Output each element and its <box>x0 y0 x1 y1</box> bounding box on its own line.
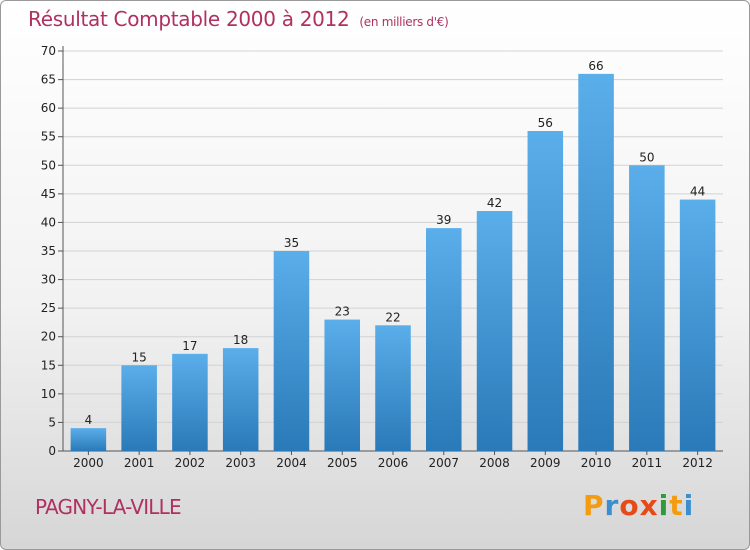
x-tick-label-2007: 2007 <box>428 456 459 470</box>
bar-2000 <box>70 428 107 451</box>
bar-2008 <box>476 211 513 451</box>
data-label-2010: 66 <box>588 59 603 73</box>
bar-2007 <box>426 228 462 451</box>
y-tick-label: 65 <box>41 73 56 87</box>
y-tick-label: 5 <box>48 415 56 429</box>
y-tick-label: 70 <box>41 44 56 58</box>
bars <box>70 73 716 452</box>
data-labels: 4 15 17 18 35 23 22 39 42 56 66 50 44 <box>85 59 706 427</box>
data-label-2012: 44 <box>690 185 705 199</box>
chart-title: Résultat Comptable 2000 à 2012 (en millie… <box>28 7 449 31</box>
y-tick-label: 10 <box>41 387 56 401</box>
data-label-2006: 22 <box>385 310 400 324</box>
data-label-2008: 42 <box>487 196 502 210</box>
bar-2006 <box>375 325 411 451</box>
x-tick-label-2002: 2002 <box>175 456 206 470</box>
logo-letter: x <box>639 489 659 522</box>
x-tick-label-2008: 2008 <box>479 456 510 470</box>
x-tick-label-2012: 2012 <box>682 456 713 470</box>
x-tick-label-2010: 2010 <box>581 456 612 470</box>
y-tick-label: 55 <box>41 130 56 144</box>
bar-2002 <box>172 353 208 451</box>
bar-2005 <box>324 319 360 451</box>
logo-letter: i <box>683 489 695 522</box>
bar-2012 <box>679 199 716 451</box>
y-tick-label: 45 <box>41 187 56 201</box>
y-tick-label: 35 <box>41 244 56 258</box>
data-label-2004: 35 <box>284 236 299 250</box>
y-tick-label: 20 <box>41 330 56 344</box>
data-label-2007: 39 <box>436 213 451 227</box>
logo-letter: i <box>658 489 670 522</box>
x-tick-label-2000: 2000 <box>73 456 104 470</box>
bar-2003 <box>222 348 259 451</box>
logo-letter: P <box>583 489 605 522</box>
x-tick-label-2003: 2003 <box>225 456 256 470</box>
y-tick-label: 15 <box>41 358 56 372</box>
logo-letter: r <box>604 489 620 522</box>
y-tick-label: 25 <box>41 301 56 315</box>
data-label-2001: 15 <box>132 350 147 364</box>
data-label-2009: 56 <box>538 116 553 130</box>
title-text: Résultat Comptable 2000 à 2012 <box>28 7 350 31</box>
data-label-2011: 50 <box>639 150 654 164</box>
x-tick-label-2006: 2006 <box>378 456 409 470</box>
proxiti-logo: Proxiti <box>583 489 694 522</box>
bar-2011 <box>629 165 665 452</box>
y-tick-labels: 0 5 10 15 20 25 30 35 40 45 50 55 60 65 70 <box>41 44 56 458</box>
logo-letter: t <box>669 489 684 522</box>
y-tick-label: 40 <box>41 215 56 229</box>
y-tick-label: 50 <box>41 158 56 172</box>
data-label-2002: 17 <box>182 339 197 353</box>
logo-letter: o <box>619 489 640 522</box>
y-tick-label: 60 <box>41 101 56 115</box>
y-tick-label: 0 <box>48 444 56 458</box>
data-label-2005: 23 <box>335 305 350 319</box>
bar-2009 <box>527 131 564 451</box>
data-label-2003: 18 <box>233 333 248 347</box>
chart-subtitle: (en milliers d'€) <box>359 15 449 29</box>
x-tick-label-2009: 2009 <box>530 456 561 470</box>
bar-2010 <box>578 73 614 451</box>
bar-2001 <box>121 365 157 451</box>
y-tick-label: 30 <box>41 273 56 287</box>
x-tick-label-2004: 2004 <box>276 456 307 470</box>
x-tick-labels: 2000 2001 2002 2003 2004 2005 2006 2007 2008 2009… <box>73 456 713 470</box>
bar-2004 <box>273 251 310 451</box>
x-tick-label-2001: 2001 <box>124 456 155 470</box>
x-tick-label-2005: 2005 <box>327 456 358 470</box>
commune-name: PAGNY-LA-VILLE <box>35 495 182 519</box>
x-tick-label-2011: 2011 <box>632 456 663 470</box>
data-label-2000: 4 <box>85 413 93 427</box>
